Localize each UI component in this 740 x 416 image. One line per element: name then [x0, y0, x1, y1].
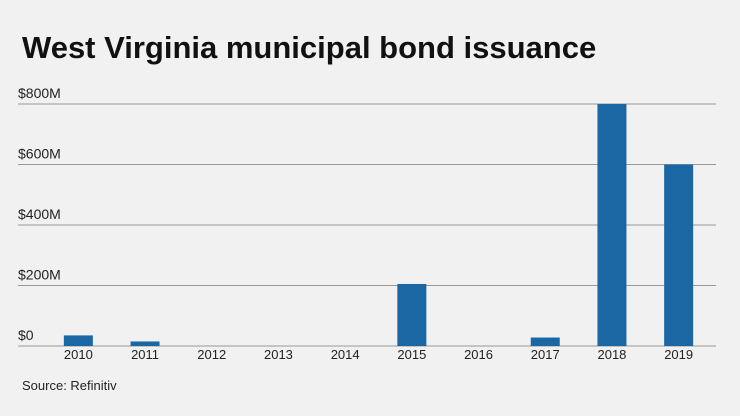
bar-2019	[664, 164, 694, 346]
x-tick-label-2014: 2014	[331, 347, 360, 362]
x-tick-label-2016: 2016	[464, 347, 493, 362]
bar-2010	[63, 335, 93, 346]
x-tick-label-2012: 2012	[197, 347, 226, 362]
x-tick-label-2019: 2019	[664, 347, 693, 362]
bar-2018	[597, 104, 627, 346]
x-tick-label-2018: 2018	[597, 347, 626, 362]
y-tick-label: $800M	[18, 85, 61, 101]
x-tick-label-2017: 2017	[531, 347, 560, 362]
chart-title: West Virginia municipal bond issuance	[22, 30, 597, 65]
bar-2015	[397, 283, 427, 346]
bars	[63, 104, 694, 346]
x-tick-label-2013: 2013	[264, 347, 293, 362]
bar-2011	[130, 341, 160, 346]
y-tick-label: $200M	[18, 267, 61, 283]
bar-2017	[530, 337, 560, 346]
y-tick-label: $0	[18, 327, 34, 343]
x-tick-label-2015: 2015	[397, 347, 426, 362]
source-note: Source: Refinitiv	[22, 378, 117, 393]
x-tick-label-2010: 2010	[64, 347, 93, 362]
y-tick-label: $600M	[18, 146, 61, 162]
y-tick-labels: $0 $200M $400M $600M $800M	[18, 85, 61, 343]
x-tick-label-2011: 2011	[131, 347, 159, 362]
x-tick-labels: 2010 2011 2012 2013 2014 2015 2016 2017 2018 2019	[64, 347, 693, 362]
y-tick-label: $400M	[18, 206, 61, 222]
